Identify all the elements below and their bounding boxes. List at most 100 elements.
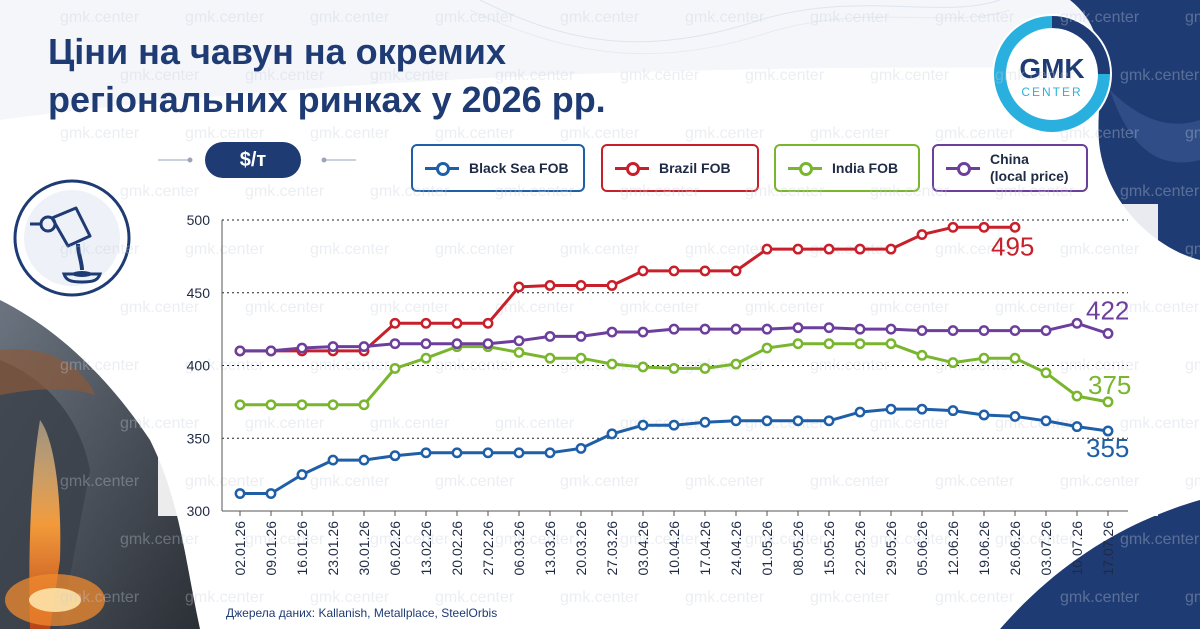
data-point (668, 419, 680, 431)
watermark-text: gmk.center (310, 9, 390, 26)
data-point (420, 338, 432, 350)
data-point (389, 362, 401, 374)
watermark-text: gmk.center (435, 125, 515, 142)
data-point (606, 358, 618, 370)
data-point (792, 243, 804, 255)
data-point (296, 342, 308, 354)
data-point (265, 488, 277, 499)
data-point (823, 322, 835, 334)
watermark-text: gmk.center (435, 241, 515, 258)
data-point (854, 338, 866, 350)
x-tick-label: 16.01.26 (294, 521, 310, 576)
x-tick-label: 27.02.26 (480, 521, 496, 576)
legend-india: India FOB (774, 144, 920, 192)
legend-black-sea: Black Sea FOB (411, 144, 585, 192)
data-point (978, 352, 990, 364)
data-point (606, 326, 618, 338)
data-point (1009, 352, 1021, 364)
watermark-text: gmk.center (1185, 357, 1200, 374)
page-title: Ціни на чавун на окремих регіональних ри… (48, 31, 606, 120)
data-point (575, 330, 587, 342)
watermark-text: gmk.center (560, 125, 640, 142)
x-tick-label: 13.03.26 (542, 521, 558, 576)
watermark-text: gmk.center (495, 67, 575, 84)
watermark-text: gmk.center (1120, 415, 1200, 432)
data-point (1071, 421, 1083, 433)
watermark-text: gmk.center (870, 531, 950, 548)
data-point (451, 317, 463, 329)
watermark-text: gmk.center (435, 357, 515, 374)
watermark-text: gmk.center (685, 241, 765, 258)
watermark-text: gmk.center (120, 67, 200, 84)
x-tick-label: 30.01.26 (356, 521, 372, 576)
watermark-text: gmk.center (245, 67, 325, 84)
watermark-text: gmk.center (810, 589, 890, 606)
data-point (1102, 425, 1114, 437)
watermark-text: gmk.center (870, 299, 950, 316)
watermark-text: gmk.center (495, 299, 575, 316)
watermark-text: gmk.center (745, 531, 825, 548)
watermark-text: gmk.center (995, 67, 1075, 84)
data-point (327, 454, 339, 466)
data-point (761, 243, 773, 255)
data-point (389, 450, 401, 462)
x-tick-label: 19.06.26 (976, 521, 992, 576)
data-point (761, 323, 773, 335)
data-point (296, 469, 308, 481)
watermark-text: gmk.center (60, 125, 140, 142)
data-point (730, 358, 742, 370)
watermark-text: gmk.center (495, 531, 575, 548)
watermark-text: gmk.center (560, 589, 640, 606)
data-point (420, 447, 432, 459)
watermark-text: gmk.center (245, 183, 325, 200)
watermark-text: gmk.center (620, 531, 700, 548)
x-tick-label: 06.02.26 (387, 521, 403, 576)
legend-label: India FOB (832, 159, 899, 176)
x-tick-label: 17.04.26 (697, 521, 713, 576)
data-point (978, 221, 990, 233)
data-point (699, 265, 711, 277)
watermark-text: gmk.center (370, 183, 450, 200)
end-value-label: 495 (991, 231, 1034, 261)
data-point (265, 345, 277, 357)
data-point (1102, 328, 1114, 339)
data-point (327, 399, 339, 411)
watermark-text: gmk.center (60, 473, 140, 490)
watermark-text: gmk.center (185, 357, 265, 374)
data-point (1009, 410, 1021, 422)
data-point (389, 338, 401, 350)
data-point (544, 280, 556, 291)
data-point (730, 265, 742, 277)
end-value-label: 422 (1086, 295, 1129, 325)
data-point (358, 454, 370, 466)
watermark-text: gmk.center (310, 473, 390, 490)
ladle-icon (13, 179, 131, 297)
x-tick-label: 08.05.26 (790, 521, 806, 576)
watermark-text: gmk.center (120, 299, 200, 316)
data-point (823, 243, 835, 255)
data-point (606, 428, 618, 440)
data-point (296, 399, 308, 411)
legend-label: China (local price) (990, 151, 1069, 184)
data-point (575, 442, 587, 454)
logo-text-main: GMK (1019, 53, 1084, 84)
y-tick-label: 500 (187, 212, 211, 228)
watermark-text: gmk.center (370, 67, 450, 84)
x-tick-label: 01.05.26 (759, 521, 775, 576)
watermark-text: gmk.center (1185, 241, 1200, 258)
watermark-text: gmk.center (435, 473, 515, 490)
x-tick-label: 03.07.26 (1038, 521, 1054, 576)
watermark-text: gmk.center (685, 589, 765, 606)
data-point (761, 415, 773, 427)
data-point (358, 341, 370, 353)
watermark-text: gmk.center (935, 589, 1015, 606)
legend-marker-icon (788, 161, 822, 176)
watermark-text: gmk.center (1120, 531, 1200, 548)
legend-brazil: Brazil FOB (601, 144, 759, 192)
data-point (854, 243, 866, 255)
data-point (575, 352, 587, 364)
data-point (854, 406, 866, 418)
data-point (699, 362, 711, 374)
x-tick-label: 26.06.26 (1007, 521, 1023, 576)
